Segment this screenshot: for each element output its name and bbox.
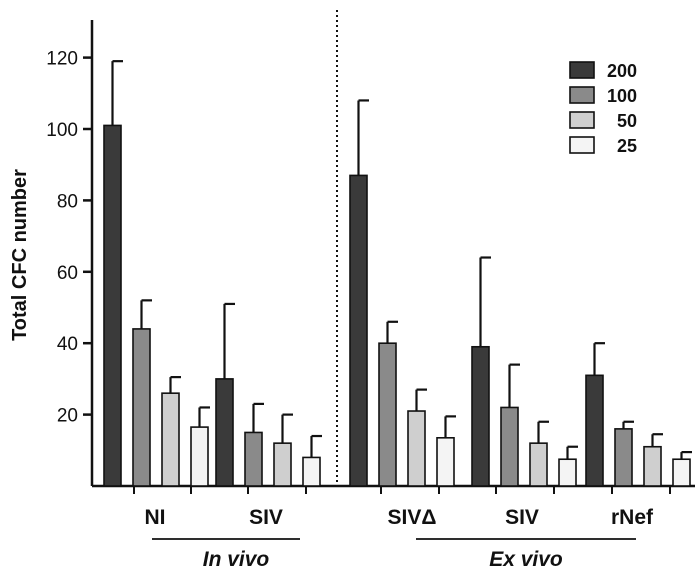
bar-100 <box>244 431 263 487</box>
y-tick-label: 100 <box>46 120 78 141</box>
legend-swatch <box>569 111 595 129</box>
y-axis-label: Total CFC number <box>9 169 31 341</box>
labels: 20 40 60 80 100 120 NI SIV SIVΔ SIV rNef In vivo Ex … <box>46 49 654 571</box>
bar-200 <box>103 124 122 487</box>
legend: 200 100 50 25 <box>569 61 637 156</box>
bar-100 <box>614 428 633 487</box>
legend-swatch <box>569 136 595 154</box>
legend-swatch <box>569 61 595 79</box>
bar-50 <box>407 410 426 487</box>
y-tick-label: 20 <box>57 406 78 427</box>
group-label: In vivo <box>203 548 270 571</box>
category-label: rNef <box>611 506 654 529</box>
bar-25 <box>302 456 321 487</box>
bar-200 <box>349 174 368 487</box>
bar-200 <box>585 374 604 487</box>
bars <box>103 60 692 487</box>
bar-50 <box>643 445 662 487</box>
legend-label: 200 <box>607 61 637 81</box>
y-tick-label: 120 <box>46 49 78 70</box>
bar-200 <box>215 378 234 487</box>
category-label: SIV <box>249 506 283 529</box>
legend-label: 100 <box>607 86 637 106</box>
bar-100 <box>500 406 519 487</box>
category-label: SIV <box>505 506 539 529</box>
bar-200 <box>471 345 490 487</box>
bar-100 <box>378 342 397 487</box>
bar-25 <box>190 426 209 487</box>
bar-50 <box>529 442 548 487</box>
bar-25 <box>436 437 455 487</box>
y-tick-label: 80 <box>57 191 78 212</box>
legend-label: 50 <box>617 111 637 131</box>
y-tick-label: 60 <box>57 263 78 284</box>
legend-swatch <box>569 86 595 104</box>
bar-100 <box>132 328 151 487</box>
bar-50 <box>161 392 180 487</box>
group-label: Ex vivo <box>489 548 563 571</box>
category-label: NI <box>145 506 166 529</box>
legend-label: 25 <box>617 136 637 156</box>
bar-25 <box>672 458 691 487</box>
bar-25 <box>558 458 577 487</box>
category-label: SIVΔ <box>388 506 437 529</box>
bar-50 <box>273 442 292 487</box>
y-tick-label: 40 <box>57 334 78 355</box>
